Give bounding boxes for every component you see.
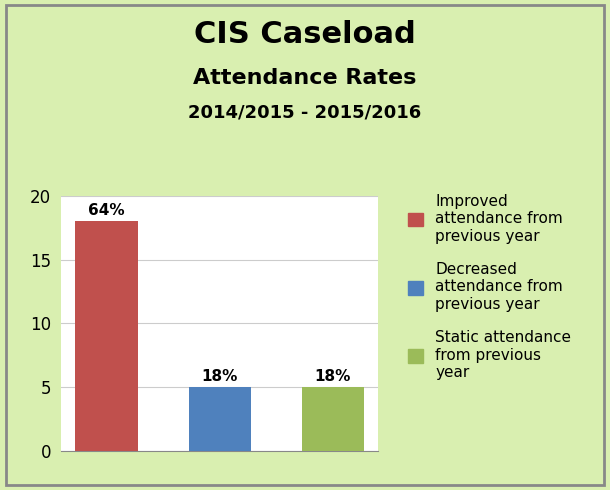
Bar [301,387,364,451]
Text: 64%: 64% [88,203,125,219]
Legend: Improved
attendance from
previous year, Decreased
attendance from
previous year,: Improved attendance from previous year, … [405,191,575,383]
Bar [76,221,138,451]
Bar [188,387,251,451]
Text: Attendance Rates: Attendance Rates [193,69,417,88]
Text: CIS Caseload: CIS Caseload [194,20,416,49]
Text: 18%: 18% [201,369,238,384]
Text: 18%: 18% [315,369,351,384]
Text: 2014/2015 - 2015/2016: 2014/2015 - 2015/2016 [188,104,422,122]
